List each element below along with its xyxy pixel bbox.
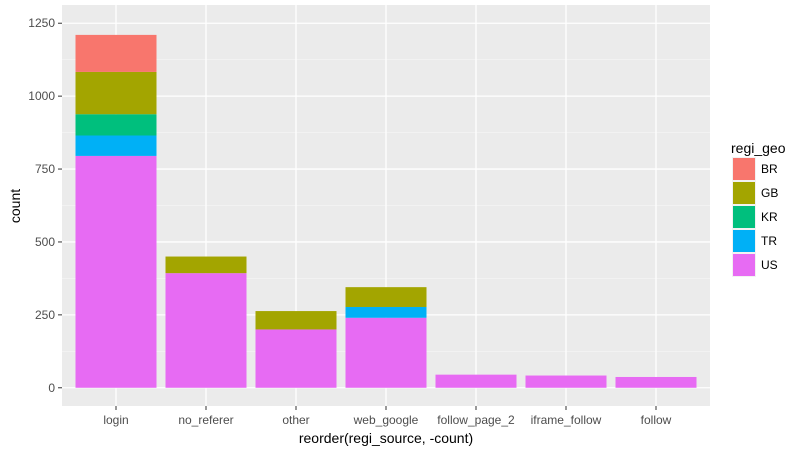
x-tick-label: follow_page_2 xyxy=(437,413,515,427)
bar-segment-login-TR xyxy=(75,135,157,156)
bar-segment-follow_page_2-US xyxy=(435,374,517,388)
legend-label-KR: KR xyxy=(761,210,778,224)
x-tick-label: follow xyxy=(641,413,672,427)
legend-title: regi_geo xyxy=(731,140,786,156)
bar-segment-other-US xyxy=(255,329,337,388)
bar-segment-web_google-US xyxy=(345,317,427,388)
bar-segment-login-US xyxy=(75,155,157,388)
bar-segment-follow-US xyxy=(615,376,697,388)
legend-label-TR: TR xyxy=(761,234,777,248)
x-axis: login no_referer other web_google follow_pag… xyxy=(103,406,672,427)
x-axis-title: reorder(regi_source, -count) xyxy=(299,430,473,446)
legend-swatch-KR xyxy=(733,206,755,228)
legend-swatch-US xyxy=(733,254,755,276)
bar-segment-web_google-TR xyxy=(345,306,427,318)
legend-swatch-TR xyxy=(733,230,755,252)
x-tick-label: iframe_follow xyxy=(531,413,602,427)
bar-segment-login-GB xyxy=(75,71,157,115)
grid xyxy=(62,5,710,406)
legend-swatch-BR xyxy=(733,158,755,180)
y-tick-label: 750 xyxy=(35,162,55,176)
y-tick-label: 1250 xyxy=(28,16,55,30)
x-tick-label: other xyxy=(282,413,309,427)
x-tick-label: no_referer xyxy=(178,413,233,427)
legend: regi_geo BR GB KR TR US xyxy=(731,140,786,277)
legend-label-US: US xyxy=(761,258,778,272)
bar-segment-web_google-GB xyxy=(345,287,427,307)
bar-segment-no_referer-GB xyxy=(165,256,247,274)
bar-segment-iframe_follow-US xyxy=(525,375,607,388)
y-axis-title: count xyxy=(7,189,23,223)
bar-segment-other-GB xyxy=(255,311,337,330)
y-tick-label: 1000 xyxy=(28,89,55,103)
legend-swatch-GB xyxy=(733,182,755,204)
bar-segment-no_referer-US xyxy=(165,273,247,388)
legend-label-BR: BR xyxy=(761,162,778,176)
bar-segment-login-BR xyxy=(75,34,157,72)
bars xyxy=(75,34,697,388)
x-tick-label: login xyxy=(103,413,128,427)
x-tick-label: web_google xyxy=(353,413,419,427)
legend-label-GB: GB xyxy=(761,186,778,200)
y-tick-label: 500 xyxy=(35,235,55,249)
bar-segment-login-KR xyxy=(75,114,157,136)
y-tick-label: 250 xyxy=(35,308,55,322)
y-tick-label: 0 xyxy=(48,381,55,395)
y-axis: 0 250 500 750 1000 1250 xyxy=(28,16,62,395)
